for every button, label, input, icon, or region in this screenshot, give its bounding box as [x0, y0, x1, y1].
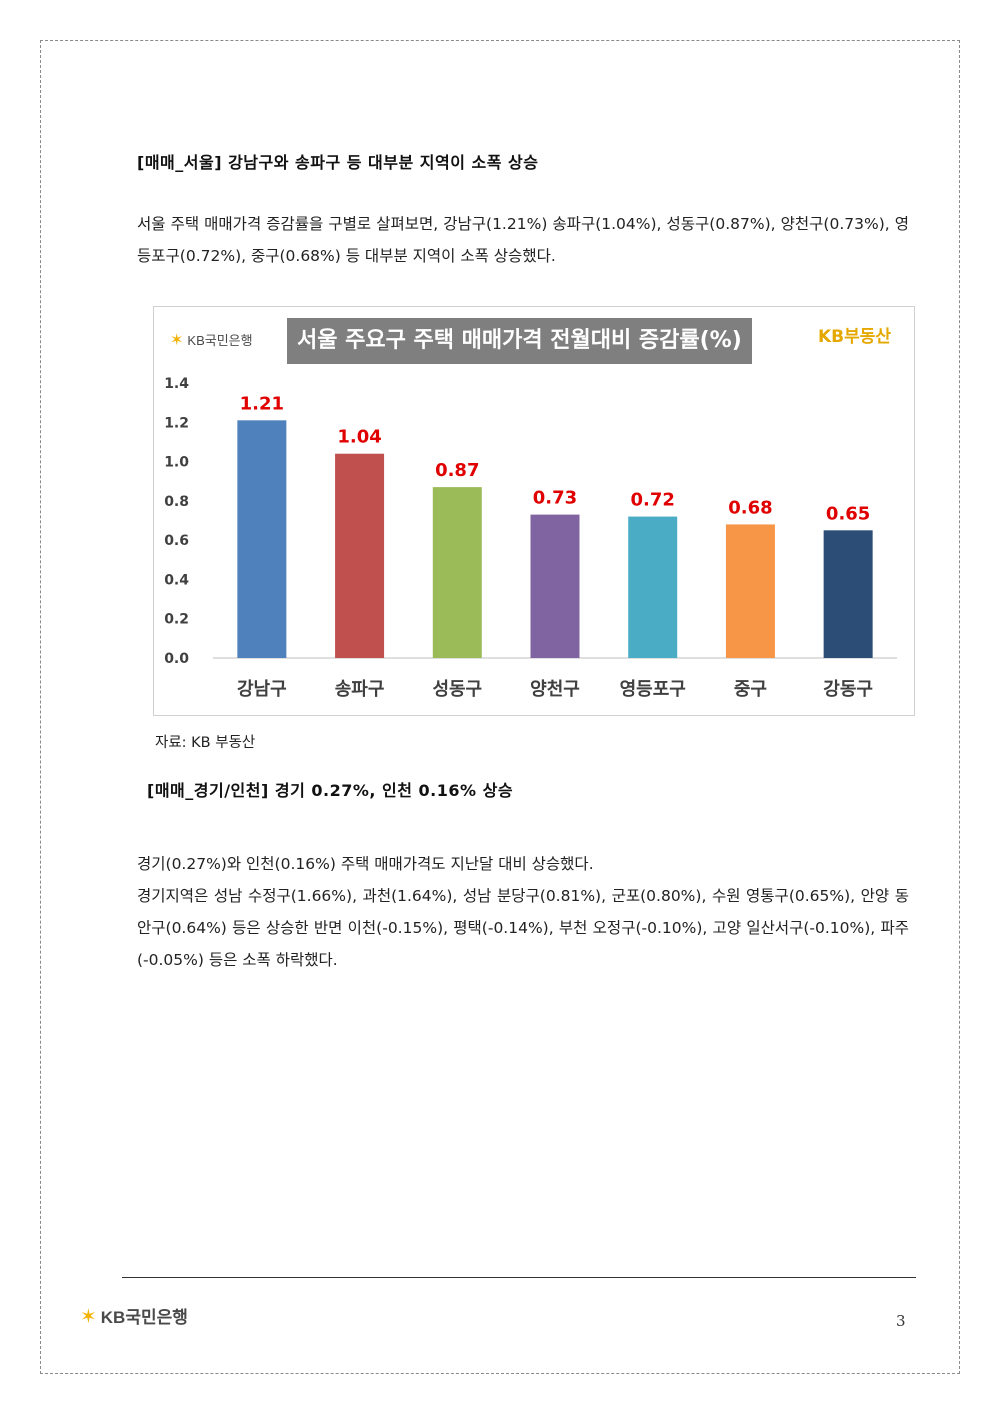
kb-star-icon: ✶	[80, 1303, 97, 1328]
bar	[725, 524, 775, 658]
x-tick-label: 영등포구	[620, 679, 686, 700]
page-number: 3	[896, 1312, 906, 1330]
data-label: 0.68	[728, 497, 772, 518]
bar	[335, 453, 385, 658]
paragraph-seoul-text: 서울 주택 매매가격 증감률을 구별로 살펴보면, 강남구(1.21%) 송파구…	[137, 215, 909, 265]
data-label: 0.72	[631, 490, 675, 511]
data-label: 0.73	[533, 488, 577, 509]
bar	[530, 514, 580, 658]
y-tick-label: 0.0	[164, 651, 189, 667]
chart-logo-kb-bank: ✶ KB국민은행	[170, 330, 253, 349]
y-tick-label: 1.2	[164, 415, 189, 431]
bar-chart: 0.0 0.2 0.4 0.6 0.8 1.0 1.2 1.4 1.21 강남구 1.04 송파구 0.…	[164, 376, 897, 700]
chart-title: 서울 주요구 주택 매매가격 전월대비 증감률(%)	[287, 318, 752, 364]
data-label: 0.65	[826, 503, 870, 524]
x-tick-label: 성동구	[432, 679, 482, 700]
bar	[237, 420, 287, 658]
y-tick-label: 0.4	[164, 572, 189, 588]
x-tick-label: 강동구	[823, 679, 873, 700]
y-tick-label: 0.8	[164, 494, 189, 510]
x-tick-label: 양천구	[530, 679, 580, 700]
bar	[628, 516, 678, 658]
y-tick-label: 1.4	[164, 376, 189, 392]
x-tick-label: 중구	[734, 679, 767, 700]
y-tick-label: 1.0	[164, 455, 189, 471]
bar	[432, 487, 482, 658]
source-note: 자료: KB 부동산	[155, 735, 256, 751]
x-tick-label: 송파구	[335, 679, 385, 700]
chart-brand-kb-realestate: KB부동산	[818, 327, 892, 347]
paragraph-gyeonggi-line1: 경기(0.27%)와 인천(0.16%) 주택 매매가격도 지난달 대비 상승했…	[137, 855, 594, 873]
data-label: 0.87	[435, 460, 479, 481]
page-border	[40, 40, 960, 1374]
paragraph-gyeonggi: 경기(0.27%)와 인천(0.16%) 주택 매매가격도 지난달 대비 상승했…	[137, 848, 909, 976]
footer-logo-text: KB국민은행	[100, 1308, 188, 1327]
chart-logo-text: KB국민은행	[187, 333, 253, 348]
data-label: 1.21	[240, 393, 284, 414]
footer-divider	[122, 1277, 916, 1278]
x-tick-label: 강남구	[237, 679, 287, 700]
paragraph-seoul: 서울 주택 매매가격 증감률을 구별로 살펴보면, 강남구(1.21%) 송파구…	[137, 208, 909, 272]
data-label: 1.04	[337, 427, 381, 448]
paragraph-gyeonggi-line2: 경기지역은 성남 수정구(1.66%), 과천(1.64%), 성남 분당구(0…	[137, 887, 909, 969]
y-tick-label: 0.2	[164, 612, 189, 628]
bar	[823, 530, 873, 658]
kb-star-icon: ✶	[170, 330, 184, 349]
footer-logo-kb-bank: ✶ KB국민은행	[80, 1303, 188, 1328]
y-tick-label: 0.6	[164, 533, 189, 549]
section-heading-seoul: [매매_서울] 강남구와 송파구 등 대부분 지역이 소폭 상승	[137, 153, 539, 172]
section-heading-gyeonggi: [매매_경기/인천] 경기 0.27%, 인천 0.16% 상승	[147, 781, 514, 800]
